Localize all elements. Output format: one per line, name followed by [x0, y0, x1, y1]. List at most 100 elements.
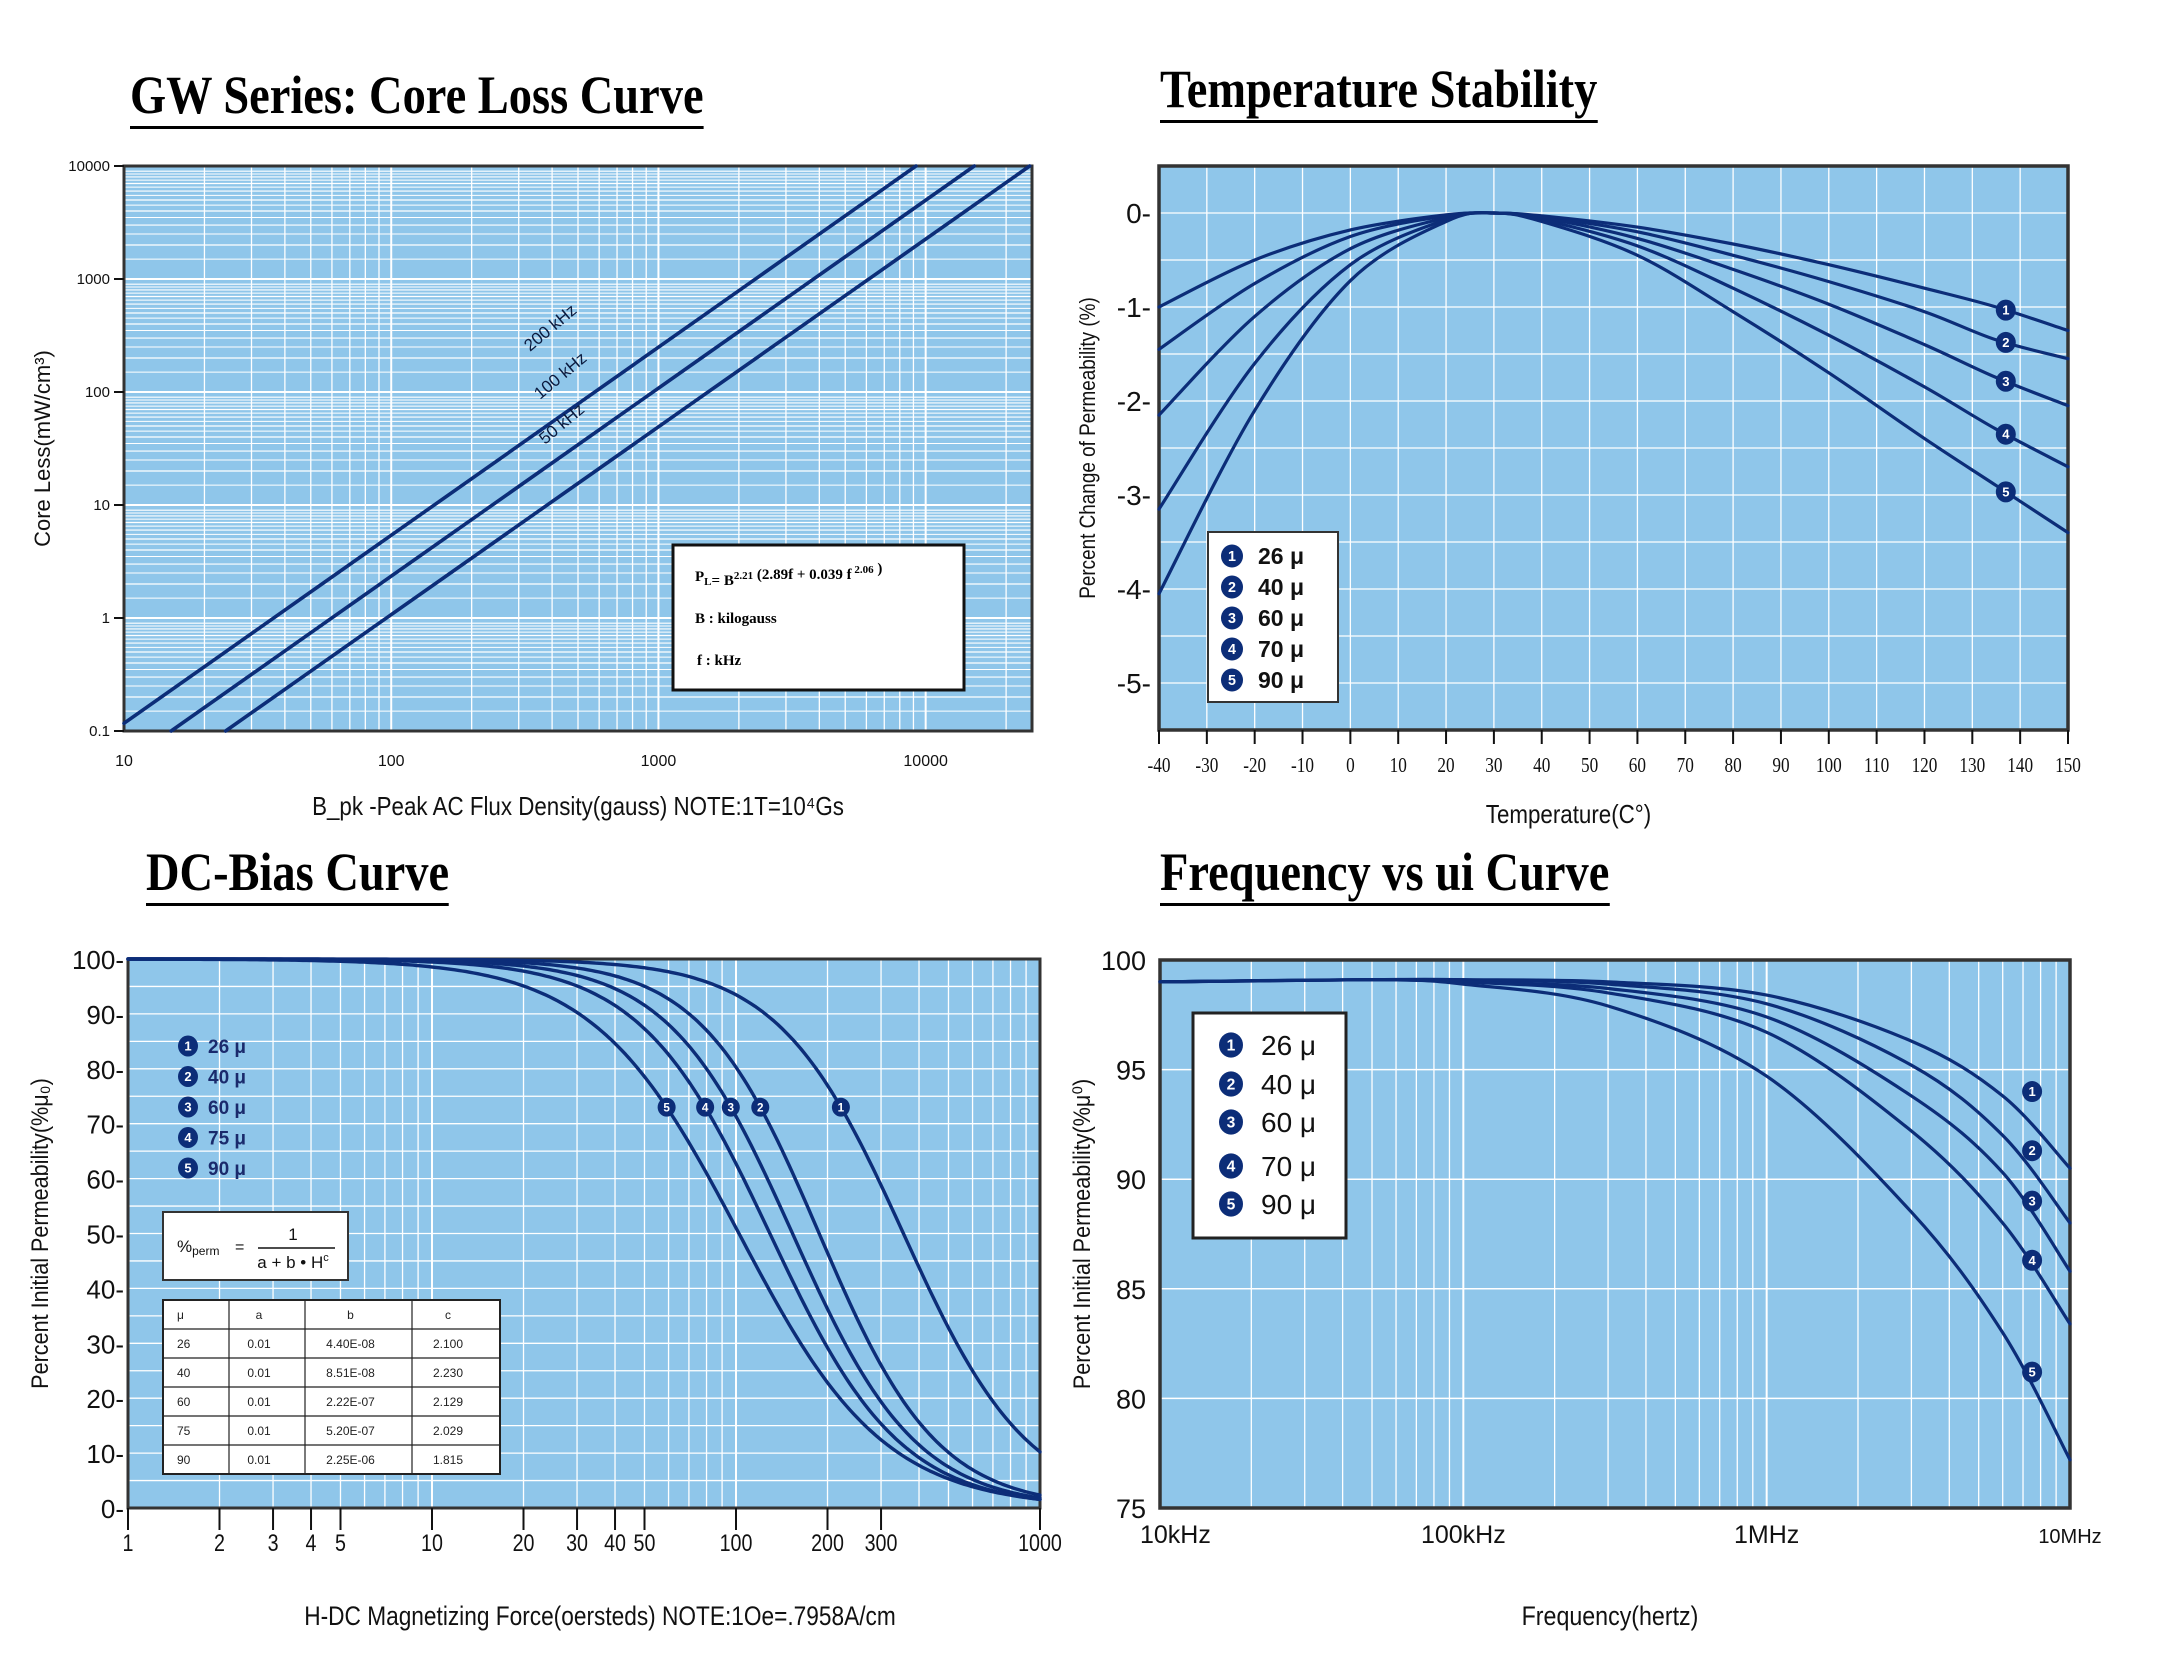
- marker-label: 3: [1228, 611, 1236, 627]
- table-cell: 26: [177, 1337, 191, 1351]
- y-tick-label: 0-: [1126, 198, 1151, 229]
- marker-circle: [2022, 1249, 2043, 1271]
- x-tick-label: 1MHz: [1734, 1521, 1799, 1549]
- formula-lhs: %perm: [177, 1237, 219, 1258]
- marker-label: 1: [184, 1039, 191, 1054]
- marker-circle: [2022, 1190, 2043, 1212]
- y-tick-label: 1: [102, 610, 110, 627]
- marker-label: 4: [184, 1130, 192, 1145]
- table-cell: 75: [177, 1424, 191, 1438]
- formula-denominator: a + b • Hc: [257, 1252, 329, 1272]
- marker-circle: [1221, 606, 1243, 630]
- frequency-curve-5: [1158, 978, 2072, 1462]
- marker-circle: [1221, 637, 1243, 661]
- y-tick-label: -4-: [1117, 574, 1151, 605]
- legend-entry: 90 μ: [208, 1159, 246, 1180]
- x-tick-label: 3: [268, 1529, 279, 1556]
- series-marker-3: 3: [1995, 370, 2016, 392]
- y-tick-label: 80-: [86, 1055, 124, 1085]
- temperature-curve-5: [1157, 211, 2070, 596]
- marker-circle: [1995, 370, 2016, 392]
- x-tick-label: 100kHz: [1421, 1521, 1506, 1549]
- marker-circle: [1219, 1153, 1243, 1179]
- y-tick-label: 1000: [77, 271, 110, 288]
- formula-numerator: 1: [288, 1225, 297, 1244]
- legend-entry: 60 μ: [1258, 605, 1304, 631]
- table-cell: 1.815: [433, 1453, 463, 1467]
- x-tick-label: 100: [720, 1529, 753, 1556]
- series-marker-4: 4: [2022, 1249, 2043, 1271]
- x-tick-label: -10: [1291, 755, 1314, 778]
- y-tick-label: 90: [1116, 1165, 1146, 1195]
- y-tick-label: 80: [1116, 1384, 1146, 1414]
- series-marker-3: 3: [2022, 1190, 2043, 1212]
- y-tick-label: 10-: [86, 1439, 124, 1469]
- marker-label: 4: [1228, 642, 1236, 658]
- y-tick-label: 100: [85, 384, 110, 401]
- legend-entry: 40 μ: [1261, 1069, 1316, 1100]
- marker-label: 5: [184, 1161, 191, 1176]
- series-marker-1: 1: [2022, 1081, 2043, 1103]
- x-tick-label: 0: [1346, 755, 1355, 778]
- y-tick-label: 20-: [86, 1384, 124, 1414]
- series-marker-5: 5: [1995, 481, 2016, 503]
- marker-circle: [721, 1097, 740, 1117]
- marker-circle: [1219, 1071, 1243, 1097]
- y-tick-label: 10: [93, 497, 110, 514]
- y-tick-label: 50-: [86, 1220, 124, 1250]
- marker-label: 4: [2028, 1253, 2036, 1268]
- legend-entry: 60 μ: [1261, 1107, 1316, 1138]
- series-marker-2: 2: [1995, 331, 2016, 353]
- y-axis-label: Percent Change of Permeability (%): [1076, 297, 1101, 599]
- table-header-cell: c: [445, 1308, 451, 1322]
- y-tick-label: 30-: [86, 1329, 124, 1359]
- temperature-curve-1: [1157, 211, 2070, 333]
- table-cell: 2.22E-07: [326, 1395, 375, 1409]
- y-axis-label: Percent Initial Permeability(%μ⁰): [1068, 1079, 1095, 1389]
- marker-label: 3: [2028, 1194, 2035, 1209]
- x-tick-label: 50: [634, 1529, 656, 1556]
- marker-label: 5: [2002, 484, 2009, 499]
- table-cell: 0.01: [247, 1395, 271, 1409]
- series-marker-2: 2: [1219, 1071, 1243, 1097]
- x-axis-label: H-DC Magnetizing Force(oersteds) NOTE:1O…: [304, 1601, 896, 1631]
- y-tick-label: 75: [1116, 1494, 1146, 1524]
- x-tick-label: 150: [2055, 755, 2081, 778]
- x-tick-label: 10kHz: [1140, 1521, 1211, 1549]
- series-marker-4: 4: [1995, 423, 2016, 445]
- temperature-curve-2: [1157, 211, 2070, 361]
- y-axis-label: Core Less(mW/cm³): [30, 350, 55, 547]
- marker-circle: [2022, 1140, 2043, 1162]
- marker-label: 1: [1227, 1037, 1236, 1054]
- table-cell: 2.230: [433, 1366, 463, 1380]
- marker-circle: [1995, 423, 2016, 445]
- y-tick-label: 95: [1116, 1056, 1146, 1086]
- marker-circle: [178, 1096, 198, 1118]
- legend-entry: 26 μ: [1258, 543, 1304, 569]
- table-header-cell: b: [347, 1308, 354, 1322]
- y-tick-label: 100-: [72, 945, 124, 975]
- x-tick-label: 10MHz: [2038, 1526, 2101, 1548]
- x-tick-label: 30: [566, 1529, 588, 1556]
- marker-label: 5: [1227, 1196, 1236, 1213]
- core-loss-frame: [122, 164, 1034, 733]
- table-header-cell: μ: [177, 1308, 184, 1322]
- marker-circle: [1219, 1032, 1243, 1058]
- formula-eq: =: [235, 1239, 244, 1256]
- marker-circle: [696, 1097, 715, 1117]
- core-loss-line-50-khz: [223, 164, 1032, 733]
- legend-entry: 26 μ: [208, 1037, 246, 1058]
- y-tick-label: -2-: [1117, 386, 1151, 417]
- x-tick-label: 60: [1629, 755, 1646, 778]
- table-cell: 2.25E-06: [326, 1453, 375, 1467]
- x-axis-label: Frequency(hertz): [1522, 1601, 1699, 1631]
- marker-circle: [1219, 1191, 1243, 1217]
- table-cell: 60: [177, 1395, 191, 1409]
- marker-label: 3: [728, 1101, 735, 1114]
- marker-circle: [751, 1097, 770, 1117]
- x-tick-label: 40: [604, 1529, 626, 1556]
- marker-circle: [1221, 668, 1243, 692]
- marker-circle: [178, 1127, 198, 1148]
- series-marker-4: 4: [178, 1127, 198, 1148]
